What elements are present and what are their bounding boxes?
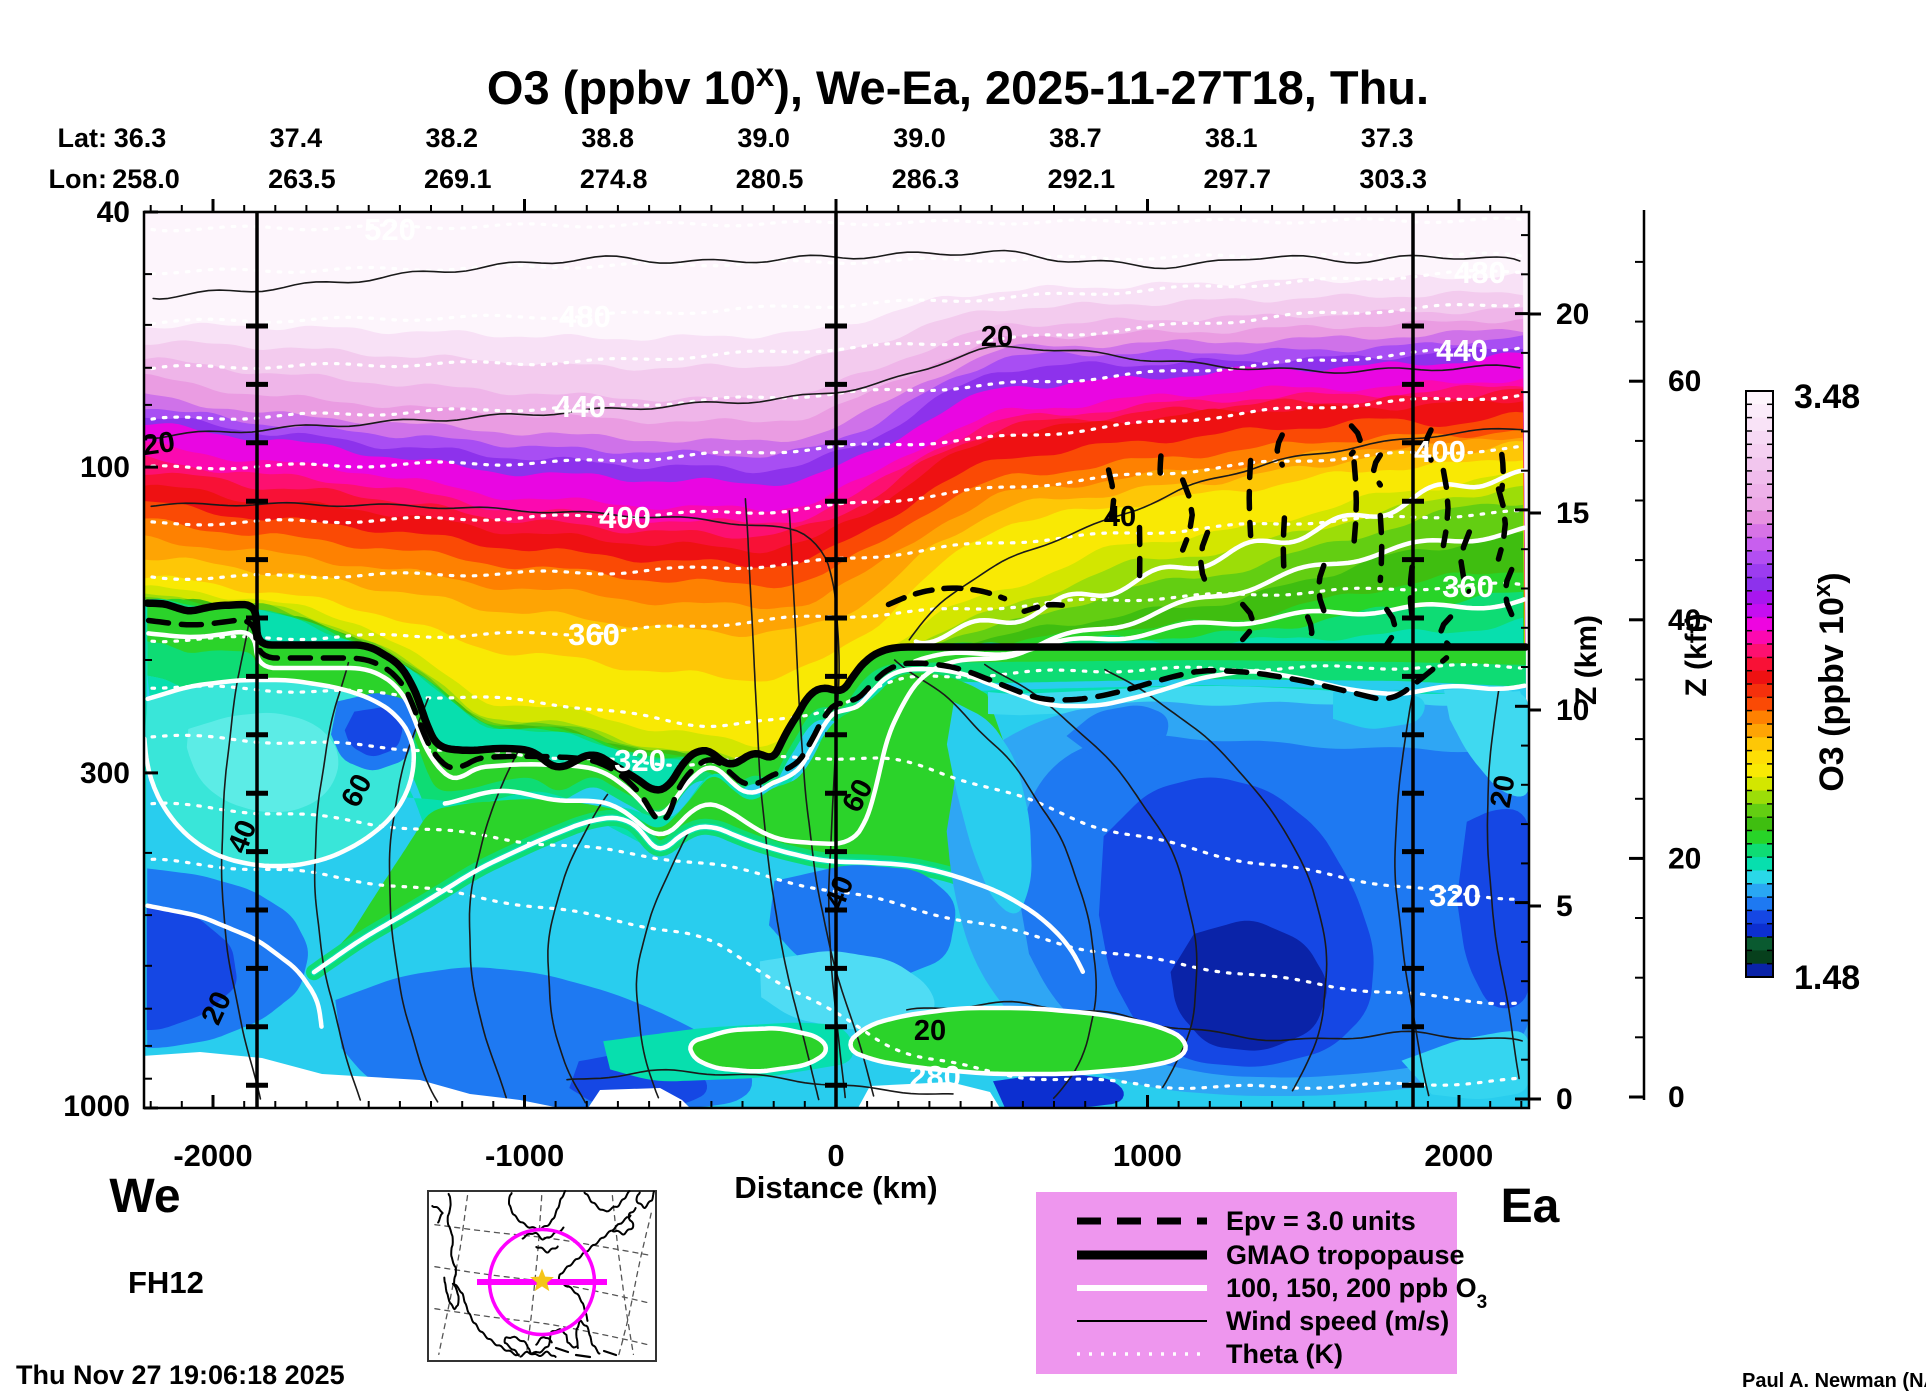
svg-text:O3 (ppbv 10x), We-Ea, 2025-11-: O3 (ppbv 10x), We-Ea, 2025-11-27T18, Thu…	[487, 56, 1429, 115]
svg-text:20: 20	[981, 321, 1013, 353]
svg-text:Lat:: Lat:	[58, 123, 108, 153]
svg-text:5: 5	[1556, 890, 1573, 923]
svg-text:Distance (km): Distance (km)	[734, 1170, 937, 1205]
svg-text:20: 20	[1668, 842, 1701, 875]
svg-text:303.3: 303.3	[1359, 164, 1427, 194]
svg-text:20: 20	[1556, 298, 1589, 331]
svg-text:39.0: 39.0	[893, 123, 946, 153]
svg-text:40: 40	[97, 196, 130, 229]
svg-text:297.7: 297.7	[1204, 164, 1272, 194]
svg-text:-2000: -2000	[173, 1138, 252, 1173]
svg-text:Lon:: Lon:	[49, 164, 107, 194]
svg-text:FH12: FH12	[128, 1265, 204, 1300]
svg-text:39.0: 39.0	[737, 123, 790, 153]
svg-text:10: 10	[1556, 694, 1589, 727]
svg-text:O3 (ppbv 10x): O3 (ppbv 10x)	[1809, 572, 1852, 791]
svg-text:38.7: 38.7	[1049, 123, 1102, 153]
svg-text:320: 320	[614, 743, 666, 778]
svg-text:38.8: 38.8	[581, 123, 634, 153]
svg-text:15: 15	[1556, 497, 1589, 530]
svg-text:440: 440	[554, 389, 606, 424]
svg-text:38.2: 38.2	[426, 123, 479, 153]
svg-text:20: 20	[1485, 773, 1522, 810]
svg-text:292.1: 292.1	[1048, 164, 1116, 194]
svg-text:2000: 2000	[1424, 1138, 1493, 1173]
svg-text:100: 100	[80, 451, 130, 484]
svg-text:480: 480	[559, 299, 611, 334]
svg-text:37.4: 37.4	[270, 123, 323, 153]
svg-text:Wind speed (m/s): Wind speed (m/s)	[1226, 1306, 1449, 1336]
svg-text:Z (kft): Z (kft)	[1680, 613, 1713, 696]
svg-text:Thu Nov 27 19:06:18 2025: Thu Nov 27 19:06:18 2025	[16, 1360, 345, 1390]
svg-text:0: 0	[1668, 1081, 1685, 1114]
svg-text:Paul A. Newman (NASA: Paul A. Newman (NASA	[1742, 1370, 1926, 1392]
svg-text:300: 300	[80, 757, 130, 790]
svg-text:0: 0	[827, 1138, 844, 1173]
svg-text:40: 40	[1668, 604, 1701, 637]
svg-text:520: 520	[364, 212, 416, 247]
svg-text:360: 360	[1442, 569, 1494, 604]
svg-text:286.3: 286.3	[892, 164, 960, 194]
svg-text:Epv = 3.0 units: Epv = 3.0 units	[1226, 1206, 1416, 1236]
svg-text:38.1: 38.1	[1205, 123, 1258, 153]
svg-text:60: 60	[1668, 365, 1701, 398]
svg-text:Theta (K): Theta (K)	[1226, 1339, 1343, 1369]
svg-text:Ea: Ea	[1501, 1180, 1560, 1233]
svg-text:0: 0	[1556, 1083, 1573, 1116]
svg-text:40: 40	[1104, 501, 1136, 533]
svg-text:263.5: 263.5	[268, 164, 336, 194]
svg-text:280: 280	[909, 1059, 961, 1094]
svg-text:274.8: 274.8	[580, 164, 648, 194]
svg-text:3.48: 3.48	[1794, 378, 1860, 416]
svg-text:360: 360	[568, 617, 620, 652]
svg-text:1000: 1000	[63, 1090, 130, 1123]
svg-text:480: 480	[1454, 255, 1506, 290]
svg-text:37.3: 37.3	[1361, 123, 1414, 153]
svg-text:Z (km): Z (km)	[1570, 615, 1603, 705]
svg-text:We: We	[109, 1170, 180, 1223]
svg-text:20: 20	[141, 426, 177, 462]
svg-text:440: 440	[1436, 333, 1488, 368]
svg-text:258.0: 258.0	[112, 164, 180, 194]
svg-text:400: 400	[1414, 434, 1466, 469]
svg-text:GMAO tropopause: GMAO tropopause	[1226, 1240, 1465, 1270]
svg-text:280.5: 280.5	[736, 164, 804, 194]
svg-text:320: 320	[1429, 878, 1481, 913]
svg-text:400: 400	[599, 500, 651, 535]
svg-text:1000: 1000	[1113, 1138, 1182, 1173]
svg-text:36.3: 36.3	[114, 123, 167, 153]
svg-text:269.1: 269.1	[424, 164, 492, 194]
svg-text:20: 20	[914, 1015, 946, 1047]
svg-text:-1000: -1000	[485, 1138, 564, 1173]
svg-text:1.48: 1.48	[1794, 959, 1860, 997]
